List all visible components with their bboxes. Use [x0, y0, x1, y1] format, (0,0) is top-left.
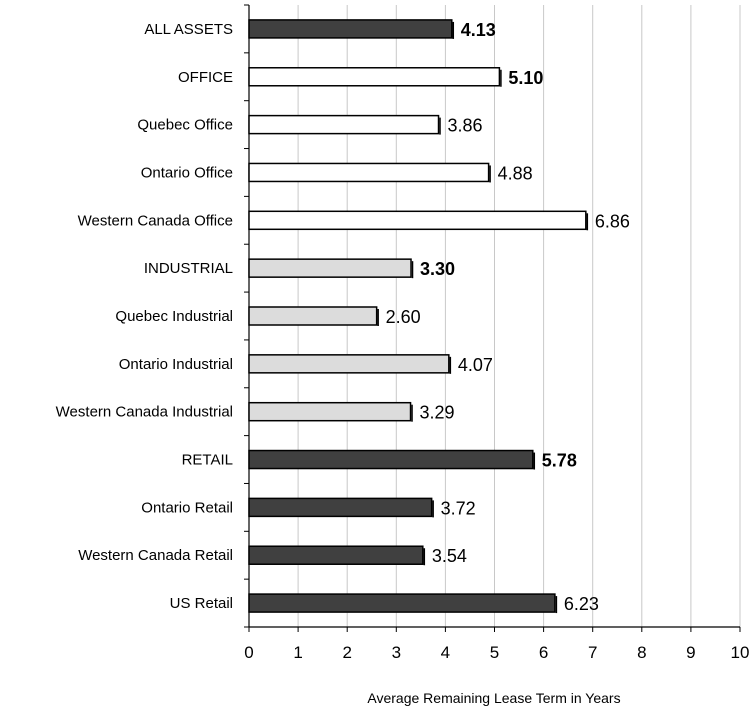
value-label: 4.07 [458, 355, 493, 375]
value-label: 2.60 [386, 307, 421, 327]
category-label: OFFICE [178, 69, 233, 86]
category-label: ALL ASSETS [144, 21, 233, 38]
value-label: 3.30 [420, 259, 455, 279]
bar [248, 545, 424, 565]
category-label: Ontario Office [141, 164, 233, 181]
bar [248, 449, 534, 470]
category-label: Western Canada Office [78, 212, 233, 229]
bar [248, 19, 453, 39]
value-label: 6.23 [564, 594, 599, 614]
value-label: 4.13 [461, 20, 496, 40]
bar [248, 354, 450, 374]
x-tick-label: 1 [293, 643, 302, 662]
category-label: Western Canada Industrial [56, 404, 233, 421]
value-label: 3.86 [448, 116, 483, 136]
bar [248, 210, 587, 231]
bar [248, 306, 378, 326]
bars [248, 19, 589, 614]
x-axis-title: Average Remaining Lease Term in Years [367, 690, 620, 706]
bar [248, 162, 490, 183]
x-tick-label: 8 [637, 643, 646, 662]
value-label: 4.88 [498, 163, 533, 183]
category-label: Quebec Office [137, 117, 233, 134]
bar [248, 497, 433, 518]
x-tick-label: 9 [686, 643, 695, 662]
x-tick-label: 3 [392, 643, 401, 662]
category-label: RETAIL [182, 452, 233, 469]
category-label: Ontario Retail [141, 499, 233, 516]
bar [248, 67, 501, 87]
bar [248, 258, 412, 278]
x-tick-label: 5 [490, 643, 499, 662]
x-tick-label: 2 [342, 643, 351, 662]
x-tick-label: 10 [731, 643, 750, 662]
labels: 0 1 2 3 4 5 6 7 8 9 10 ALL ASSETS 4.13 OFFICE 5.10 Queb… [56, 20, 750, 662]
bar [248, 593, 556, 613]
category-label: INDUSTRIAL [144, 260, 233, 277]
bar [248, 401, 412, 422]
value-label: 5.10 [508, 68, 543, 88]
x-tick-label: 6 [539, 643, 548, 662]
gridlines [297, 5, 741, 627]
value-label: 3.54 [432, 546, 467, 566]
value-label: 5.78 [542, 451, 577, 471]
category-label: US Retail [170, 595, 233, 612]
value-label: 3.72 [441, 498, 476, 518]
value-label: 3.29 [420, 403, 455, 423]
x-tick-label: 4 [441, 643, 450, 662]
category-label: Western Canada Retail [78, 547, 233, 564]
x-tick-label: 0 [244, 643, 253, 662]
category-label: Quebec Industrial [115, 308, 233, 325]
x-tick-label: 7 [588, 643, 597, 662]
bar [248, 114, 440, 135]
category-label: Ontario Industrial [119, 356, 233, 373]
value-label: 6.86 [595, 211, 630, 231]
